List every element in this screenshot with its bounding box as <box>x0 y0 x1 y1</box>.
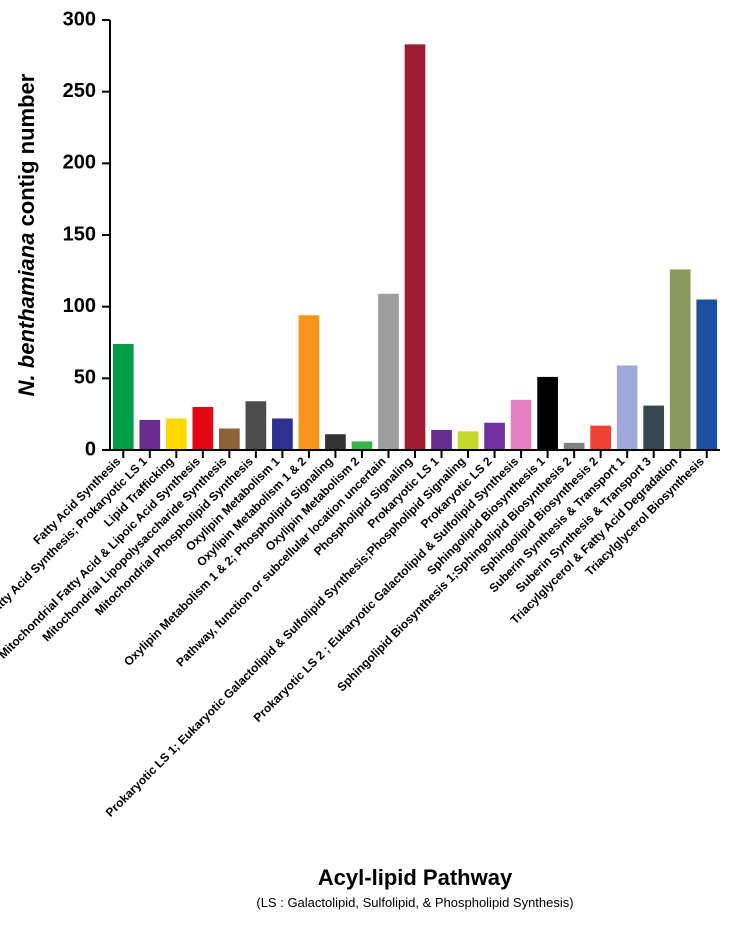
bar <box>378 294 399 450</box>
y-axis-label: N. benthamiana contig number <box>14 73 39 396</box>
y-tick-label: 300 <box>63 8 96 30</box>
bar <box>405 44 426 450</box>
bar <box>272 418 293 450</box>
bar <box>113 344 134 450</box>
x-axis-title: Acyl-lipid Pathway <box>318 865 513 890</box>
bar <box>564 443 585 450</box>
y-tick-label: 150 <box>63 223 96 245</box>
bar <box>219 429 240 451</box>
bar <box>246 401 267 450</box>
bar <box>643 406 664 450</box>
x-axis-subtitle: (LS : Galactolipid, Sulfolipid, & Phosph… <box>256 895 573 910</box>
bar <box>617 365 638 450</box>
chart-svg: 0 50 100 150 200 250 300 N. benthamiana contig … <box>0 0 756 933</box>
bar <box>299 315 320 450</box>
y-tick-label: 100 <box>63 295 96 317</box>
bar <box>696 300 717 451</box>
bar <box>192 407 213 450</box>
y-tick-label: 250 <box>63 80 96 102</box>
y-tick-label: 200 <box>63 152 96 174</box>
bar <box>511 400 532 450</box>
bar <box>325 434 346 450</box>
y-tick-label: 50 <box>74 367 96 389</box>
bar <box>590 426 611 450</box>
bar <box>431 430 452 450</box>
bar <box>537 377 558 450</box>
bar-chart: 0 50 100 150 200 250 300 N. benthamiana contig … <box>0 0 756 933</box>
bar <box>139 420 160 450</box>
y-tick-label: 0 <box>85 438 96 460</box>
bar <box>166 418 187 450</box>
bar <box>352 441 373 450</box>
bar <box>484 423 505 450</box>
bar <box>458 431 479 450</box>
bar <box>670 269 691 450</box>
